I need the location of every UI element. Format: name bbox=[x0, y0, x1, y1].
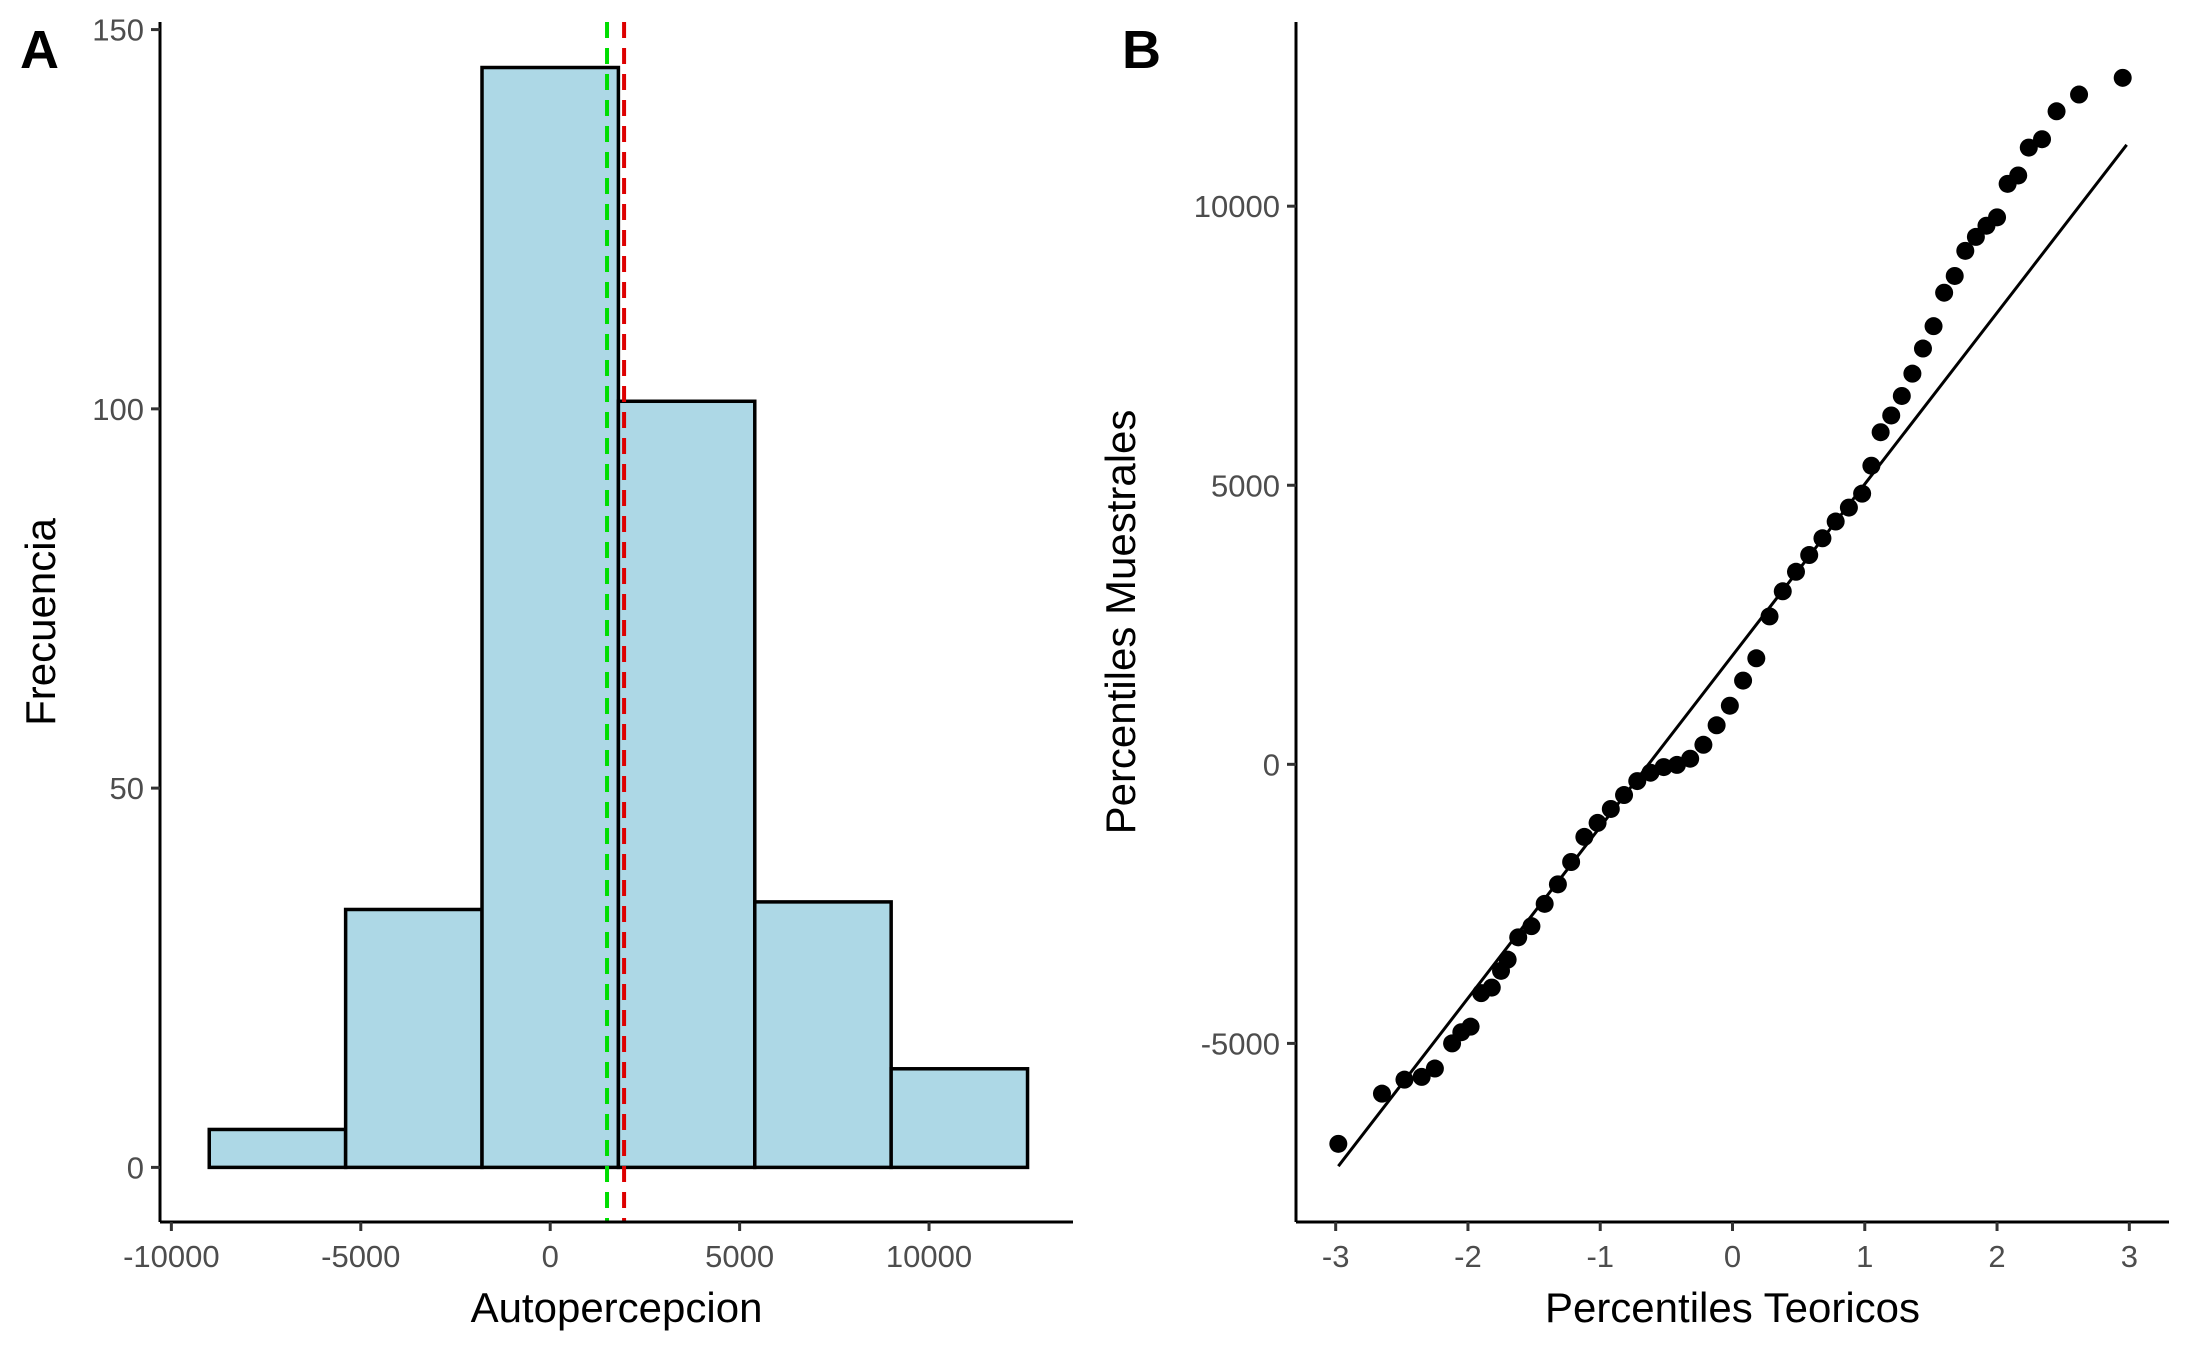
qq-point bbox=[1681, 749, 1700, 768]
qq-point bbox=[1813, 529, 1832, 548]
qq-point bbox=[1862, 456, 1881, 475]
qq-point bbox=[1966, 227, 1985, 246]
y-tick-label: 100 bbox=[92, 392, 144, 427]
qq-point bbox=[1509, 928, 1528, 947]
qq-point bbox=[1903, 364, 1922, 383]
qq-point bbox=[1412, 1067, 1431, 1086]
qq-point bbox=[1535, 894, 1554, 913]
qq-point bbox=[1461, 1017, 1480, 1036]
x-ticks: -3 -2 -1 0 1 2 3 bbox=[1322, 1222, 2138, 1274]
y-axis-title: Percentiles Muestrales bbox=[1097, 410, 1144, 835]
x-tick-label: 1 bbox=[1856, 1239, 1873, 1274]
qq-point bbox=[1498, 950, 1517, 969]
qq-point bbox=[1654, 758, 1673, 777]
qq-point bbox=[1839, 498, 1858, 517]
y-tick-label: 0 bbox=[1263, 747, 1280, 782]
histogram-bar bbox=[480, 65, 621, 1170]
histogram-bar bbox=[207, 1127, 348, 1170]
y-tick-label: 5000 bbox=[1211, 468, 1280, 503]
qq-point bbox=[1522, 917, 1541, 936]
qq-point bbox=[1935, 283, 1954, 302]
qq-point bbox=[1482, 978, 1501, 997]
panel-tag-b: B bbox=[1122, 20, 1161, 80]
x-tick-label: -10000 bbox=[123, 1239, 220, 1274]
reference-lines bbox=[605, 22, 627, 1222]
x-tick-label: -1 bbox=[1586, 1239, 1614, 1274]
y-tick-label: 50 bbox=[110, 771, 144, 806]
panel-b-qq-plot: -5000 0 5000 10000 -3 -2 -1 0 1 2 3 Percentiles T… bbox=[1097, 20, 2169, 1331]
qq-point bbox=[1425, 1059, 1444, 1078]
qq-point bbox=[1628, 772, 1647, 791]
qq-point bbox=[1853, 484, 1872, 503]
qq-point bbox=[1588, 813, 1607, 832]
qq-point bbox=[1800, 546, 1819, 565]
x-tick-label: -5000 bbox=[321, 1239, 400, 1274]
y-tick-label: 10000 bbox=[1194, 189, 1280, 224]
qq-point bbox=[1734, 671, 1753, 690]
panel-tag-a: A bbox=[20, 20, 59, 80]
x-tick-label: 0 bbox=[1724, 1239, 1741, 1274]
qq-point bbox=[1826, 512, 1845, 531]
y-tick-label: 0 bbox=[127, 1150, 144, 1185]
qq-point bbox=[1913, 339, 1932, 358]
y-tick-label: 150 bbox=[92, 13, 144, 48]
qq-point bbox=[1601, 799, 1620, 818]
qq-reference-line bbox=[1337, 143, 2128, 1168]
x-tick-label: 3 bbox=[2121, 1239, 2138, 1274]
qq-point bbox=[1882, 406, 1901, 425]
x-axis-title: Autopercepcion bbox=[471, 1284, 763, 1331]
x-tick-label: -3 bbox=[1322, 1239, 1350, 1274]
y-ticks: -5000 0 5000 10000 bbox=[1194, 189, 1296, 1061]
qq-point bbox=[1786, 562, 1805, 581]
qq-points bbox=[1329, 68, 2132, 1153]
qq-point bbox=[1707, 716, 1726, 735]
qq-point bbox=[1548, 875, 1567, 894]
x-tick-label: -2 bbox=[1454, 1239, 1482, 1274]
qq-point bbox=[1760, 607, 1779, 626]
qq-point bbox=[1329, 1134, 1348, 1153]
qq-point bbox=[2019, 138, 2038, 157]
qq-point bbox=[1747, 649, 1766, 668]
y-tick-label: -5000 bbox=[1201, 1026, 1280, 1061]
qq-point bbox=[1395, 1070, 1414, 1089]
qq-point bbox=[1945, 266, 1964, 285]
qq-point bbox=[1988, 208, 2007, 227]
histogram-bars bbox=[207, 65, 1030, 1170]
qq-point bbox=[1892, 386, 1911, 405]
x-tick-label: 0 bbox=[542, 1239, 559, 1274]
y-axis-title: Frecuencia bbox=[17, 517, 64, 725]
qq-point bbox=[1956, 241, 1975, 260]
histogram-bar bbox=[616, 399, 757, 1170]
qq-point bbox=[1924, 317, 1943, 336]
qq-point bbox=[1720, 696, 1739, 715]
panel-a-histogram: 0 50 100 150 -10000 -5000 0 5000 10000 Autoperc… bbox=[17, 13, 1073, 1331]
qq-point bbox=[1372, 1084, 1391, 1103]
histogram-bar bbox=[343, 907, 484, 1170]
qq-point bbox=[2009, 166, 2028, 185]
qq-point bbox=[1871, 423, 1890, 442]
histogram-bar bbox=[753, 900, 893, 1170]
qq-point bbox=[1562, 853, 1581, 871]
qq-point bbox=[1694, 735, 1713, 754]
qq-point bbox=[2033, 130, 2052, 149]
histogram-bar bbox=[889, 1067, 1030, 1170]
x-ticks: -10000 -5000 0 5000 10000 bbox=[123, 1222, 972, 1274]
qq-point bbox=[2113, 68, 2132, 87]
y-ticks: 0 50 100 150 bbox=[92, 13, 160, 1185]
x-tick-label: 10000 bbox=[886, 1239, 972, 1274]
x-axis-title: Percentiles Teoricos bbox=[1545, 1284, 1920, 1331]
qq-point bbox=[1773, 582, 1792, 601]
qq-point bbox=[2047, 102, 2066, 121]
x-tick-label: 2 bbox=[1988, 1239, 2005, 1274]
qq-point bbox=[2070, 85, 2089, 104]
x-tick-label: 5000 bbox=[705, 1239, 774, 1274]
qq-point bbox=[1575, 827, 1594, 846]
qq-point bbox=[1615, 786, 1634, 805]
